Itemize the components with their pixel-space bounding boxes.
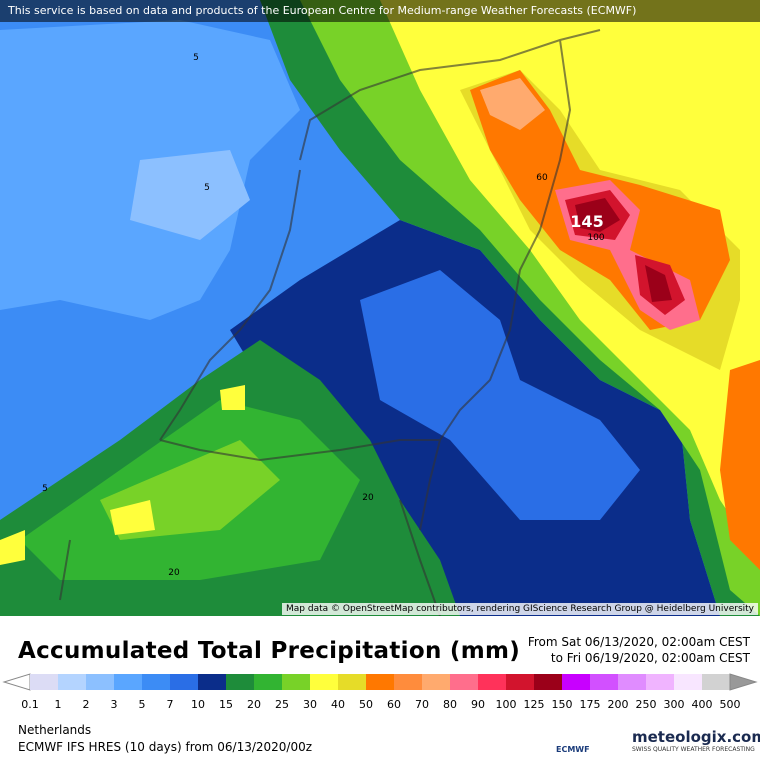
scale-label: 100 bbox=[496, 698, 517, 711]
contour-label: 5 bbox=[193, 53, 199, 63]
model-info: ECMWF IFS HRES (10 days) from 06/13/2020… bbox=[18, 740, 313, 754]
scale-label: 0.1 bbox=[21, 698, 39, 711]
scale-swatch bbox=[646, 674, 675, 690]
scale-swatch bbox=[590, 674, 619, 690]
scale-arrow-right bbox=[729, 673, 758, 691]
scale-swatch bbox=[506, 674, 535, 690]
scale-swatch bbox=[394, 674, 423, 690]
notice-banner: This service is based on data and produc… bbox=[0, 0, 760, 22]
scale-swatch bbox=[674, 674, 703, 690]
scale-swatch bbox=[478, 674, 507, 690]
yellow-spots bbox=[0, 385, 245, 565]
scale-swatch bbox=[254, 674, 283, 690]
scale-label: 15 bbox=[219, 698, 233, 711]
scale-label: 40 bbox=[331, 698, 345, 711]
contour-label: 60 bbox=[536, 173, 548, 183]
max-value-label: 145 bbox=[570, 212, 603, 231]
peach-area bbox=[480, 78, 545, 130]
scale-swatch bbox=[30, 674, 59, 690]
scale-label: 20 bbox=[247, 698, 261, 711]
scale-swatch bbox=[198, 674, 227, 690]
scale-swatch bbox=[86, 674, 115, 690]
scale-label: 70 bbox=[415, 698, 429, 711]
scale-label: 30 bbox=[303, 698, 317, 711]
contour-label: 100 bbox=[587, 233, 604, 243]
contour-label: 5 bbox=[204, 183, 210, 193]
scale-label: 150 bbox=[552, 698, 573, 711]
scale-swatch bbox=[114, 674, 143, 690]
scale-label: 50 bbox=[359, 698, 373, 711]
brand-tagline: SWISS QUALITY WEATHER FORECASTING bbox=[632, 746, 755, 753]
scale-swatch bbox=[702, 674, 731, 690]
scale-label: 2 bbox=[83, 698, 90, 711]
lighter-blue-area bbox=[130, 150, 250, 240]
date-to: to Fri 06/19/2020, 02:00am CEST bbox=[550, 651, 750, 665]
brand-logo[interactable]: meteologix.com bbox=[632, 728, 760, 746]
scale-label: 400 bbox=[692, 698, 713, 711]
yellow-east bbox=[380, 0, 760, 560]
scale-label: 250 bbox=[636, 698, 657, 711]
date-from: From Sat 06/13/2020, 02:00am CEST bbox=[527, 635, 750, 649]
scale-swatch bbox=[338, 674, 367, 690]
scale-label: 90 bbox=[471, 698, 485, 711]
scale-label: 175 bbox=[580, 698, 601, 711]
contour-labels: 5 5 5 60 145 100 20 20 bbox=[42, 53, 605, 578]
scale-label: 500 bbox=[720, 698, 741, 711]
dark-red-area bbox=[575, 198, 672, 302]
scale-label: 7 bbox=[167, 698, 174, 711]
scale-swatch bbox=[618, 674, 647, 690]
scale-label: 300 bbox=[664, 698, 685, 711]
date-range: From Sat 06/13/2020, 02:00am CEST to Fri … bbox=[528, 634, 750, 666]
scale-arrow-left bbox=[2, 673, 31, 691]
precipitation-map: 5 5 5 60 145 100 20 20 bbox=[0, 0, 760, 616]
scale-swatch bbox=[310, 674, 339, 690]
color-scale: 0.1 1 2 3 5 7 10 15 20 25 30 40 50 60 70 80 90 100 125 150 1… bbox=[2, 673, 758, 711]
ecmwf-logo: ECMWF bbox=[556, 745, 590, 754]
scale-label: 1 bbox=[55, 698, 62, 711]
scale-label: 60 bbox=[387, 698, 401, 711]
map-attribution: Map data © OpenStreetMap contributors, r… bbox=[282, 603, 758, 615]
contour-label: 20 bbox=[168, 568, 180, 578]
scale-label: 200 bbox=[608, 698, 629, 711]
scale-swatch bbox=[170, 674, 199, 690]
scale-swatch bbox=[226, 674, 255, 690]
orange-edge bbox=[720, 360, 760, 570]
contour-label: 5 bbox=[42, 484, 48, 494]
title: Accumulated Total Precipitation (mm) bbox=[18, 638, 521, 664]
blue-area bbox=[360, 270, 640, 520]
scale-label: 10 bbox=[191, 698, 205, 711]
scale-swatch bbox=[142, 674, 171, 690]
scale-swatch bbox=[282, 674, 311, 690]
scale-label: 80 bbox=[443, 698, 457, 711]
scale-swatch bbox=[562, 674, 591, 690]
contour-label: 20 bbox=[362, 493, 374, 503]
scale-swatch bbox=[450, 674, 479, 690]
borders bbox=[59, 29, 601, 616]
scale-label: 3 bbox=[111, 698, 118, 711]
region: Netherlands bbox=[18, 723, 92, 737]
scale-label: 25 bbox=[275, 698, 289, 711]
scale-label: 125 bbox=[524, 698, 545, 711]
scale-swatch bbox=[534, 674, 563, 690]
scale-swatch bbox=[422, 674, 451, 690]
scale-swatch bbox=[58, 674, 87, 690]
scale-swatch bbox=[366, 674, 395, 690]
scale-label: 5 bbox=[139, 698, 146, 711]
